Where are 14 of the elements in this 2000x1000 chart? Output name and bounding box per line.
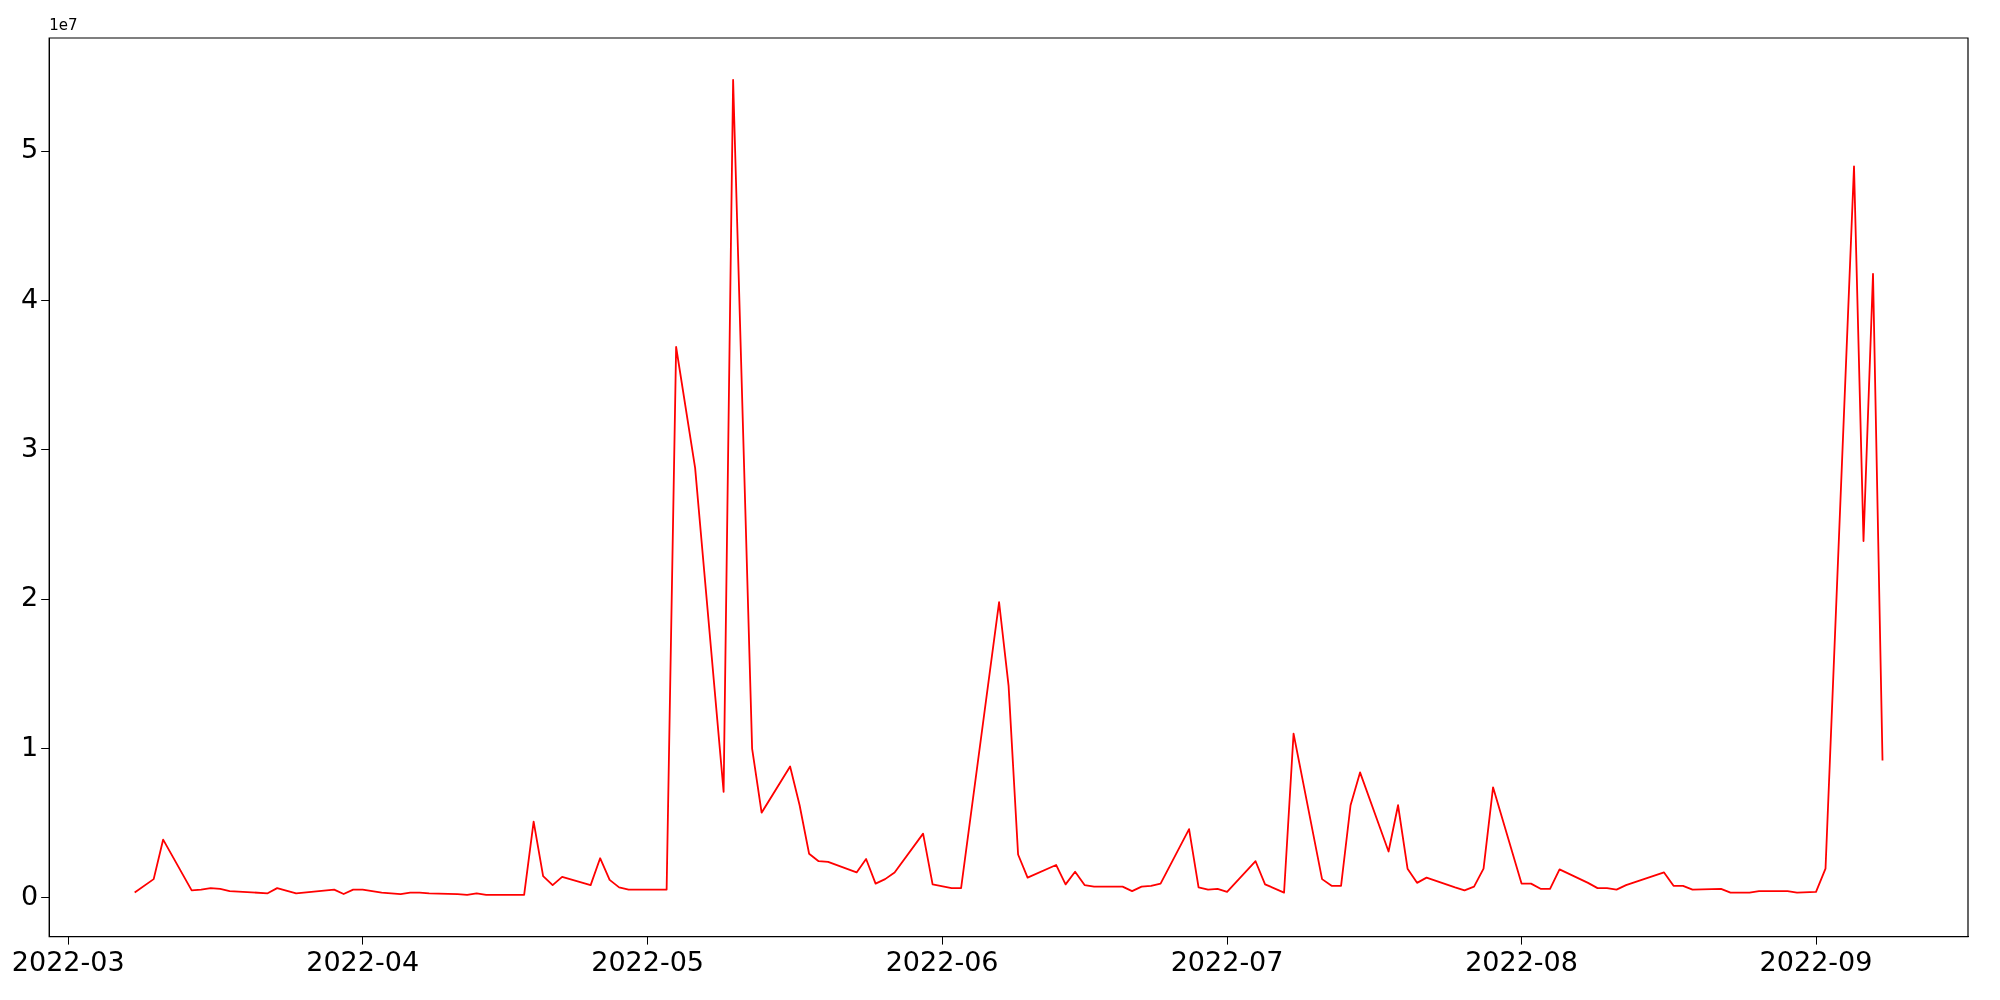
- x-tick-label: 2022-03: [11, 945, 125, 977]
- y-tick-label: 2: [20, 581, 39, 613]
- y-tick-label: 1: [20, 730, 39, 762]
- x-tick-label: 2022-05: [591, 945, 705, 977]
- y-tick-label: 5: [20, 133, 39, 165]
- x-tick-label: 2022-08: [1465, 945, 1578, 977]
- x-tick-label: 2022-06: [885, 945, 999, 977]
- x-tick-label: 2022-07: [1170, 945, 1284, 977]
- y-tick-label: 0: [20, 879, 39, 911]
- x-tick-label: 2022-04: [306, 945, 420, 977]
- y-tick-label: 4: [20, 282, 39, 314]
- y-tick-label: 3: [20, 432, 39, 463]
- text: 1e7: [49, 16, 78, 35]
- x-tick-label: 2022-09: [1759, 945, 1873, 977]
